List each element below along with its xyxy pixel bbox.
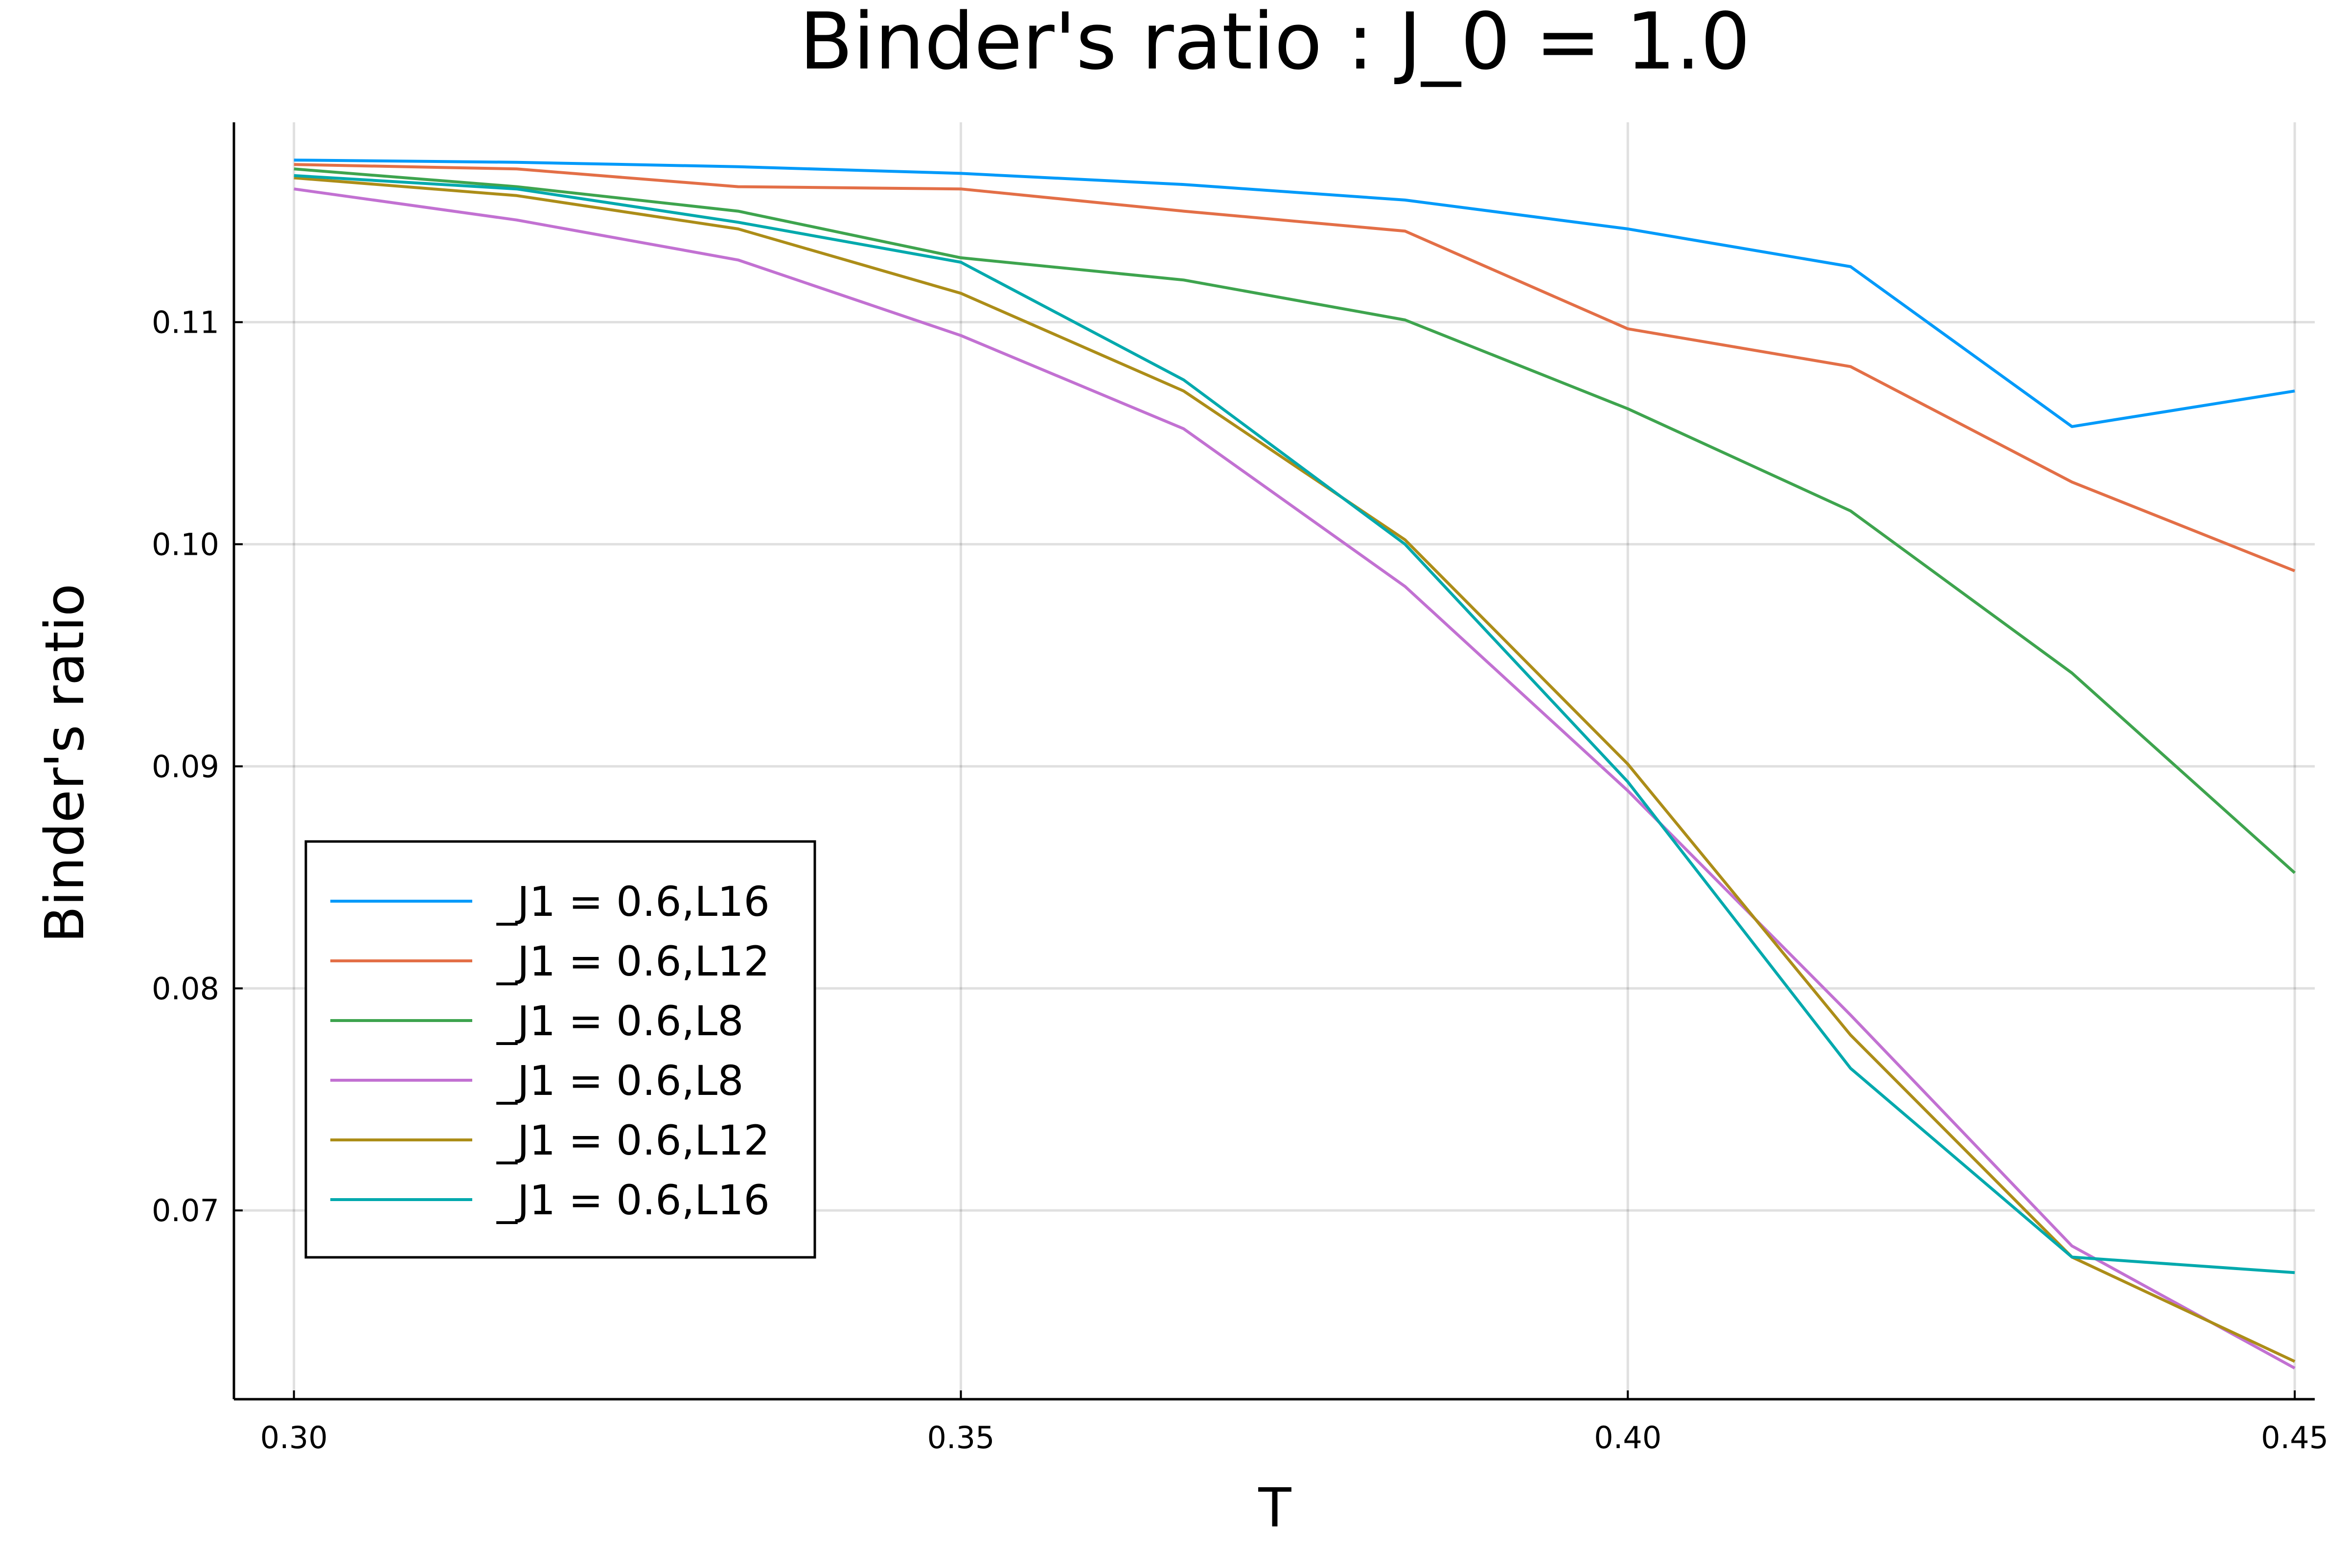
chart-title: Binder's ratio : J_0 = 1.0 (799, 0, 1750, 87)
y-tick-label: 0.07 (152, 1193, 219, 1228)
legend-label: _J1 = 0.6,L12 (496, 937, 770, 985)
series-line-1 (294, 159, 2295, 428)
legend-label: _J1 = 0.6,L8 (496, 1057, 744, 1105)
x-tick-label: 0.45 (2261, 1420, 2328, 1455)
legend-label: _J1 = 0.6,L16 (496, 878, 770, 926)
legend-box (304, 840, 816, 1259)
y-axis-title: Binder's ratio (33, 584, 96, 943)
y-tick-label: 0.10 (152, 526, 219, 562)
y-tick-label: 0.11 (152, 305, 219, 341)
x-axis-title: T (1258, 1477, 1291, 1539)
x-tick-label: 0.35 (927, 1420, 994, 1455)
series-line-6 (294, 174, 2295, 1274)
legend: _J1 = 0.6,L16 _J1 = 0.6,L12 _J1 = 0.6,L8 _J… (304, 840, 816, 1259)
x-tick-label: 0.40 (1594, 1420, 1661, 1455)
axes (232, 122, 2315, 1401)
legend-label: _J1 = 0.6,L12 (496, 1116, 770, 1164)
series-lines (294, 159, 2296, 1370)
legend-label: _J1 = 0.6,L8 (496, 997, 744, 1045)
x-tick-label: 0.30 (260, 1420, 328, 1455)
series-line-2 (294, 163, 2296, 572)
series-line-5 (294, 176, 2296, 1363)
tick-labels: 0.30 0.35 0.40 0.45 0.07 0.08 0.09 0.10 0.11 (152, 305, 2328, 1455)
series-line-4 (294, 187, 2296, 1370)
y-tick-label: 0.08 (152, 971, 219, 1006)
series-line-3 (294, 167, 2296, 874)
y-tick-label: 0.09 (152, 749, 219, 784)
legend-label: _J1 = 0.6,L16 (496, 1176, 770, 1224)
